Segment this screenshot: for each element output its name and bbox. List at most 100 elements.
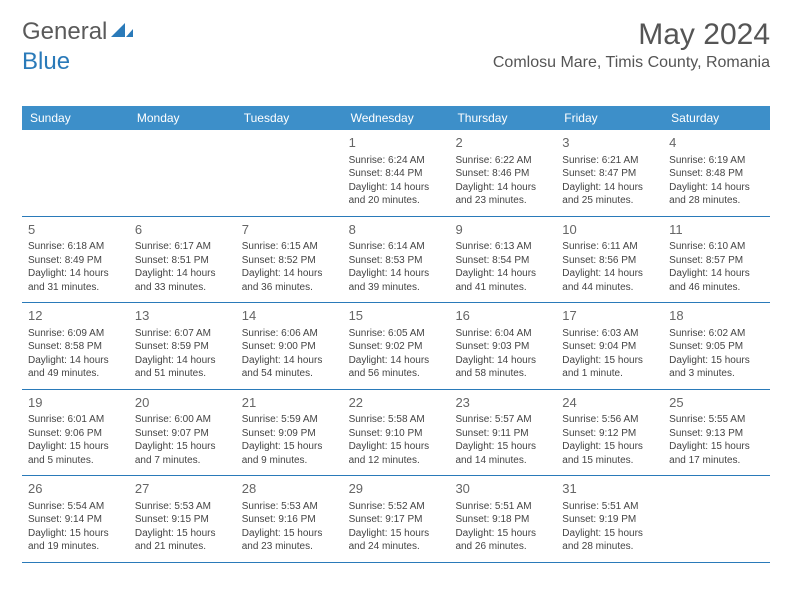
weeks-container: 1Sunrise: 6:24 AMSunset: 8:44 PMDaylight… xyxy=(22,130,770,563)
weekday-header: Saturday xyxy=(663,106,770,130)
weekday-header: Sunday xyxy=(22,106,129,130)
day-number: 13 xyxy=(135,307,230,325)
sunrise-text: Sunrise: 6:00 AM xyxy=(135,413,230,427)
daylight-text: Daylight: 14 hours and 36 minutes. xyxy=(242,267,337,294)
weekday-header: Friday xyxy=(556,106,663,130)
day-cell: 25Sunrise: 5:55 AMSunset: 9:13 PMDayligh… xyxy=(663,390,770,476)
day-number: 15 xyxy=(349,307,444,325)
sunrise-text: Sunrise: 5:53 AM xyxy=(135,500,230,514)
day-number: 3 xyxy=(562,134,657,152)
sunset-text: Sunset: 8:58 PM xyxy=(28,340,123,354)
day-cell: 18Sunrise: 6:02 AMSunset: 9:05 PMDayligh… xyxy=(663,303,770,389)
sunrise-text: Sunrise: 6:03 AM xyxy=(562,327,657,341)
sunset-text: Sunset: 8:57 PM xyxy=(669,254,764,268)
daylight-text: Daylight: 15 hours and 28 minutes. xyxy=(562,527,657,554)
weekday-header: Tuesday xyxy=(236,106,343,130)
sunrise-text: Sunrise: 5:58 AM xyxy=(349,413,444,427)
sunset-text: Sunset: 9:06 PM xyxy=(28,427,123,441)
sunrise-text: Sunrise: 6:17 AM xyxy=(135,240,230,254)
sunset-text: Sunset: 9:18 PM xyxy=(455,513,550,527)
daylight-text: Daylight: 14 hours and 33 minutes. xyxy=(135,267,230,294)
sunrise-text: Sunrise: 6:22 AM xyxy=(455,154,550,168)
title-block: May 2024 Comlosu Mare, Timis County, Rom… xyxy=(493,18,770,72)
daylight-text: Daylight: 15 hours and 21 minutes. xyxy=(135,527,230,554)
day-cell: 5Sunrise: 6:18 AMSunset: 8:49 PMDaylight… xyxy=(22,217,129,303)
sunrise-text: Sunrise: 6:18 AM xyxy=(28,240,123,254)
day-number: 8 xyxy=(349,221,444,239)
day-cell: 14Sunrise: 6:06 AMSunset: 9:00 PMDayligh… xyxy=(236,303,343,389)
day-cell: 17Sunrise: 6:03 AMSunset: 9:04 PMDayligh… xyxy=(556,303,663,389)
sunrise-text: Sunrise: 6:13 AM xyxy=(455,240,550,254)
sunset-text: Sunset: 9:03 PM xyxy=(455,340,550,354)
sunrise-text: Sunrise: 6:14 AM xyxy=(349,240,444,254)
daylight-text: Daylight: 14 hours and 49 minutes. xyxy=(28,354,123,381)
day-number: 21 xyxy=(242,394,337,412)
day-cell: 20Sunrise: 6:00 AMSunset: 9:07 PMDayligh… xyxy=(129,390,236,476)
sunset-text: Sunset: 9:17 PM xyxy=(349,513,444,527)
daylight-text: Daylight: 14 hours and 54 minutes. xyxy=(242,354,337,381)
day-number: 11 xyxy=(669,221,764,239)
daylight-text: Daylight: 15 hours and 14 minutes. xyxy=(455,440,550,467)
daylight-text: Daylight: 15 hours and 9 minutes. xyxy=(242,440,337,467)
day-cell: 1Sunrise: 6:24 AMSunset: 8:44 PMDaylight… xyxy=(343,130,450,216)
sunset-text: Sunset: 9:19 PM xyxy=(562,513,657,527)
daylight-text: Daylight: 15 hours and 3 minutes. xyxy=(669,354,764,381)
daylight-text: Daylight: 14 hours and 41 minutes. xyxy=(455,267,550,294)
day-cell: 11Sunrise: 6:10 AMSunset: 8:57 PMDayligh… xyxy=(663,217,770,303)
daylight-text: Daylight: 14 hours and 51 minutes. xyxy=(135,354,230,381)
day-number: 12 xyxy=(28,307,123,325)
day-cell: 19Sunrise: 6:01 AMSunset: 9:06 PMDayligh… xyxy=(22,390,129,476)
weekday-header-row: SundayMondayTuesdayWednesdayThursdayFrid… xyxy=(22,106,770,130)
sunset-text: Sunset: 9:15 PM xyxy=(135,513,230,527)
day-number: 5 xyxy=(28,221,123,239)
day-cell: 9Sunrise: 6:13 AMSunset: 8:54 PMDaylight… xyxy=(449,217,556,303)
sunrise-text: Sunrise: 6:05 AM xyxy=(349,327,444,341)
week-row: 5Sunrise: 6:18 AMSunset: 8:49 PM Daylight… xyxy=(22,217,770,304)
day-number: 20 xyxy=(135,394,230,412)
logo-text-2: Blue xyxy=(22,48,70,76)
day-number: 1 xyxy=(349,134,444,152)
logo-sail-icon xyxy=(111,18,133,46)
sunset-text: Sunset: 9:10 PM xyxy=(349,427,444,441)
day-number: 26 xyxy=(28,480,123,498)
day-cell: 13Sunrise: 6:07 AMSunset: 8:59 PMDayligh… xyxy=(129,303,236,389)
daylight-text: Daylight: 15 hours and 17 minutes. xyxy=(669,440,764,467)
daylight-text: Daylight: 14 hours and 39 minutes. xyxy=(349,267,444,294)
daylight-text: Daylight: 14 hours and 44 minutes. xyxy=(562,267,657,294)
day-cell: 30Sunrise: 5:51 AMSunset: 9:18 PMDayligh… xyxy=(449,476,556,562)
calendar: SundayMondayTuesdayWednesdayThursdayFrid… xyxy=(22,106,770,563)
daylight-text: Daylight: 14 hours and 20 minutes. xyxy=(349,181,444,208)
day-number: 18 xyxy=(669,307,764,325)
day-number: 14 xyxy=(242,307,337,325)
day-cell: 12Sunrise: 6:09 AMSunset: 8:58 PMDayligh… xyxy=(22,303,129,389)
day-cell: 26Sunrise: 5:54 AMSunset: 9:14 PMDayligh… xyxy=(22,476,129,562)
day-number: 30 xyxy=(455,480,550,498)
day-cell: 16Sunrise: 6:04 AMSunset: 9:03 PMDayligh… xyxy=(449,303,556,389)
sunrise-text: Sunrise: 6:04 AM xyxy=(455,327,550,341)
sunrise-text: Sunrise: 6:10 AM xyxy=(669,240,764,254)
sunset-text: Sunset: 9:04 PM xyxy=(562,340,657,354)
day-cell: 22Sunrise: 5:58 AMSunset: 9:10 PMDayligh… xyxy=(343,390,450,476)
sunrise-text: Sunrise: 5:51 AM xyxy=(455,500,550,514)
day-cell: 28Sunrise: 5:53 AMSunset: 9:16 PMDayligh… xyxy=(236,476,343,562)
day-cell: 24Sunrise: 5:56 AMSunset: 9:12 PMDayligh… xyxy=(556,390,663,476)
sunrise-text: Sunrise: 5:56 AM xyxy=(562,413,657,427)
sunset-text: Sunset: 9:16 PM xyxy=(242,513,337,527)
sunset-text: Sunset: 8:52 PM xyxy=(242,254,337,268)
sunrise-text: Sunrise: 6:21 AM xyxy=(562,154,657,168)
day-cell xyxy=(22,130,129,216)
day-number: 25 xyxy=(669,394,764,412)
day-cell: 6Sunrise: 6:17 AMSunset: 8:51 PMDaylight… xyxy=(129,217,236,303)
sunrise-text: Sunrise: 5:59 AM xyxy=(242,413,337,427)
week-row: 26 Sunrise: 5:54 AMSunset: 9:14 PM Dayligh… xyxy=(22,476,770,563)
sunset-text: Sunset: 9:09 PM xyxy=(242,427,337,441)
sunset-text: Sunset: 9:14 PM xyxy=(28,513,123,527)
sunrise-text: Sunrise: 5:54 AM xyxy=(28,500,123,514)
daylight-text: Daylight: 15 hours and 23 minutes. xyxy=(242,527,337,554)
day-cell: 23Sunrise: 5:57 AMSunset: 9:11 PMDayligh… xyxy=(449,390,556,476)
sunrise-text: Sunrise: 6:01 AM xyxy=(28,413,123,427)
sunset-text: Sunset: 8:49 PM xyxy=(28,254,123,268)
logo: General xyxy=(22,18,133,46)
sunrise-text: Sunrise: 6:02 AM xyxy=(669,327,764,341)
sunrise-text: Sunrise: 5:51 AM xyxy=(562,500,657,514)
